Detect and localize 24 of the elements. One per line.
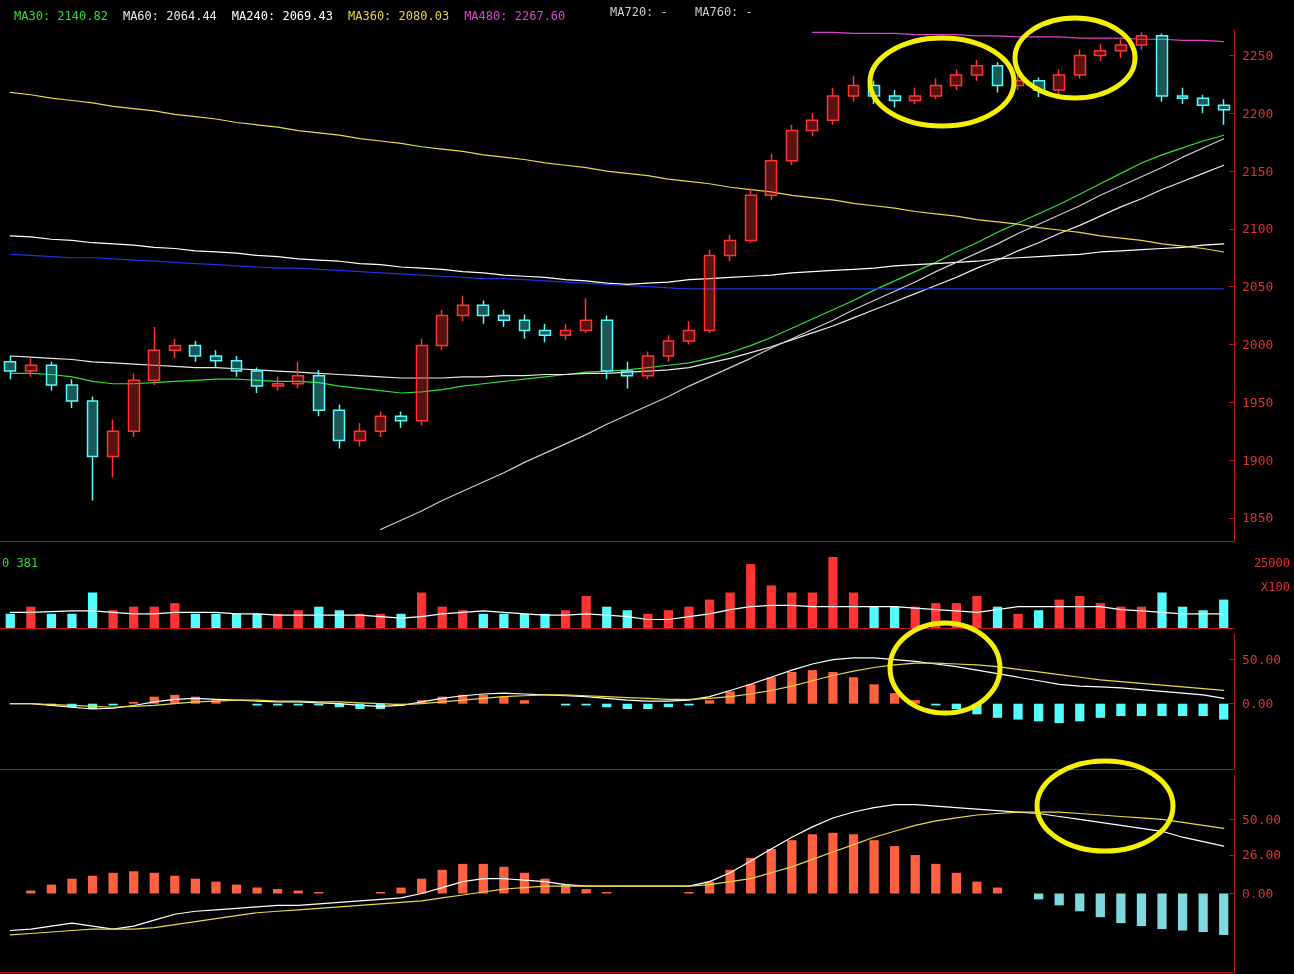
- y-tick-label: 50.00: [1242, 652, 1282, 668]
- y-tick-label: 2250: [1242, 47, 1274, 63]
- text: X100: [1261, 580, 1291, 594]
- text: MA480: 2267.60: [464, 9, 566, 23]
- y-tick-label: 26.00: [1242, 847, 1282, 863]
- text: MA720: -: [610, 5, 668, 19]
- y-tick-label: 2200: [1242, 105, 1274, 121]
- y-tick-label: 0.00: [1242, 886, 1274, 901]
- text: MA760: -: [695, 5, 753, 19]
- annotation: 0 381: [2, 556, 39, 570]
- y-tick-label: 50.00: [1242, 811, 1282, 827]
- y-tick-label: 2150: [1242, 163, 1274, 179]
- text: MA60: 2064.44: [122, 9, 217, 23]
- y-tick-label: 1850: [1242, 510, 1274, 526]
- y-tick-label: 2050: [1242, 279, 1274, 295]
- text: 25000: [1253, 556, 1290, 570]
- y-tick-label: 0.00: [1242, 696, 1274, 712]
- text: MA240: 2069.43: [231, 9, 333, 23]
- y-tick-label: 1900: [1242, 452, 1274, 468]
- y-tick-label: 2000: [1242, 336, 1274, 352]
- y-tick-label: 2100: [1242, 221, 1274, 237]
- y-tick-label: 1950: [1242, 394, 1274, 410]
- text: MA30: 2140.82: [14, 9, 108, 23]
- text: MA360: 2080.03: [347, 9, 450, 23]
